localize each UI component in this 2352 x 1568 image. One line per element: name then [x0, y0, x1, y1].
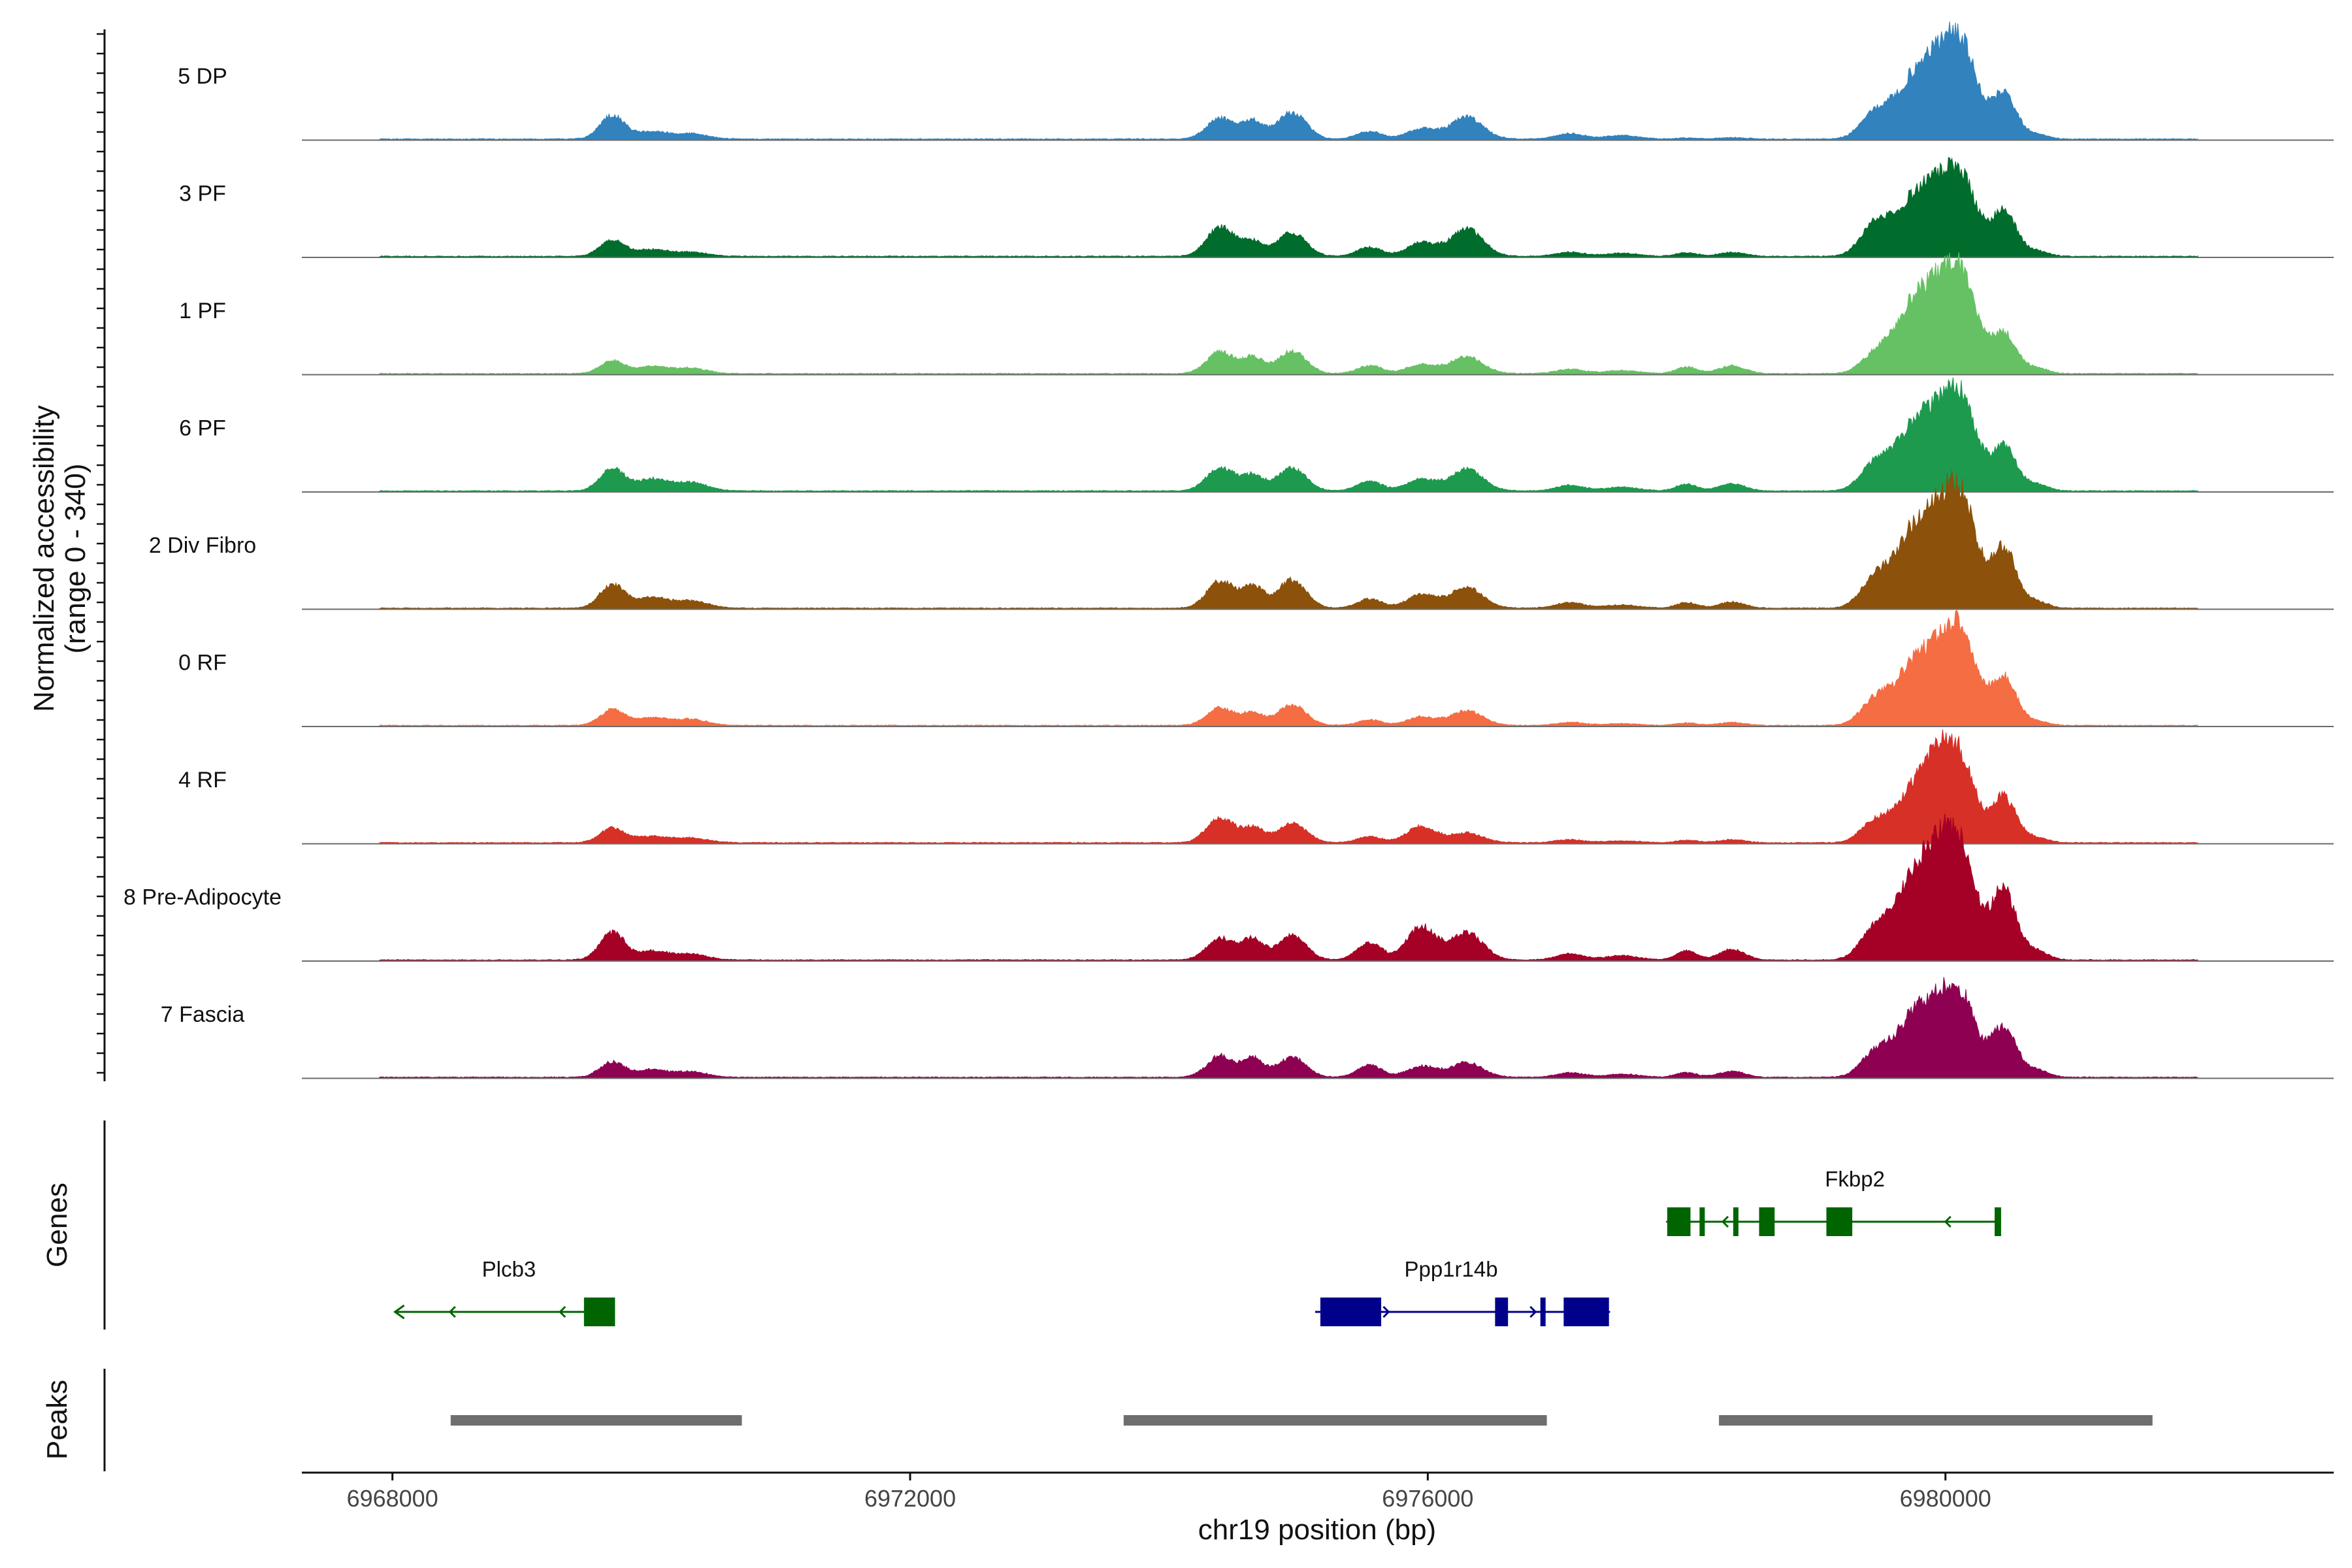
track-4-rf: 4 RF: [178, 729, 2334, 845]
track-label: 7 Fascia: [161, 1002, 245, 1027]
x-tick-label: 6972000: [864, 1485, 956, 1512]
track-5-dp: 5 DP: [178, 21, 2334, 141]
x-axis: 6968000 6972000 6976000 6980000 chr19 posit…: [302, 1471, 2334, 1546]
track-label: 3 PF: [179, 182, 226, 206]
coverage-area: [379, 813, 2198, 962]
coverage-area: [379, 729, 2198, 844]
exon: [1759, 1207, 1775, 1236]
exon: [1320, 1298, 1382, 1326]
track-label: 8 Pre-Adipocyte: [123, 885, 282, 910]
x-tick-label: 6980000: [1900, 1485, 1991, 1512]
exon: [1733, 1207, 1739, 1236]
gene-label: Ppp1r14b: [1404, 1257, 1497, 1281]
exon: [1995, 1207, 2001, 1236]
gene-fkbp2: Fkbp2: [1665, 1167, 2001, 1236]
exon: [1540, 1298, 1546, 1326]
peak-regions: [450, 1415, 2153, 1426]
track-1-pf: 1 PF: [179, 252, 2334, 376]
x-tick-label: 6976000: [1382, 1485, 1473, 1512]
strand-arrow: [1944, 1215, 1952, 1228]
track-label: 0 RF: [178, 651, 227, 676]
coverage-area: [379, 157, 2198, 258]
track-label: 1 PF: [179, 299, 226, 323]
accessibility-axis-ticks: [97, 33, 105, 1074]
x-axis-title: chr19 position (bp): [1198, 1514, 1436, 1546]
coverage-area: [379, 252, 2198, 375]
track-label: 5 DP: [178, 64, 227, 89]
track-0-rf: 0 RF: [178, 610, 2334, 727]
track-label: 4 RF: [178, 768, 227, 792]
track-label: 2 Div Fibro: [149, 533, 256, 558]
coverage-area: [379, 470, 2198, 610]
strand-arrow: [448, 1305, 456, 1318]
track-2-div-fibro: 2 Div Fibro: [149, 470, 2334, 610]
gene-ppp1r14b: Ppp1r14b: [1315, 1257, 1611, 1326]
x-tick-label: 6968000: [347, 1485, 438, 1512]
gene-models: Plcb3 Ppp1r14b Fkbp2: [393, 1167, 2001, 1326]
peaks-panel: Peaks: [41, 1369, 2153, 1471]
gene-plcb3: Plcb3: [393, 1257, 615, 1326]
peak-region: [1123, 1415, 1547, 1426]
gene-label: Plcb3: [482, 1257, 536, 1281]
genes-panel-title: Genes: [41, 1183, 73, 1267]
strand-arrow: [1382, 1305, 1390, 1318]
coverage-area: [379, 377, 2198, 493]
exon: [583, 1298, 615, 1326]
y-axis-range: (range 0 - 340): [59, 463, 91, 653]
x-axis-ticks: 6968000 6972000 6976000 6980000: [347, 1473, 1991, 1512]
track-7-fascia: 7 Fascia: [161, 977, 2334, 1079]
coverage-area: [379, 21, 2198, 140]
coverage-area: [379, 977, 2198, 1079]
track-8-pre-adipocyte: 8 Pre-Adipocyte: [123, 813, 2334, 962]
exon: [1826, 1207, 1853, 1236]
y-axis-title: Normalized accessibility: [28, 405, 60, 711]
genes-panel: Genes Plcb3 Ppp1r14b Fkbp2: [41, 1120, 2001, 1330]
accessibility-axis: [97, 29, 106, 1081]
strand-arrow: [1529, 1305, 1537, 1318]
peak-region: [1719, 1415, 2153, 1426]
exon: [1495, 1298, 1509, 1326]
track-label: 6 PF: [179, 416, 226, 441]
peaks-panel-title: Peaks: [41, 1380, 73, 1460]
track-3-pf: 3 PF: [179, 157, 2334, 258]
coverage-tracks: 5 DP 3 PF 1 PF 6 PF 2 Div Fibro 0 RF 4 RF 8 Pre…: [123, 21, 2334, 1079]
exon: [1667, 1207, 1691, 1236]
track-6-pf: 6 PF: [179, 377, 2334, 493]
peak-region: [450, 1415, 742, 1426]
strand-arrow: [559, 1305, 566, 1318]
exon: [1563, 1298, 1609, 1326]
gene-end-arrow: [393, 1304, 405, 1320]
exon: [1699, 1207, 1705, 1236]
strand-arrow: [1721, 1215, 1729, 1228]
coverage-area: [379, 610, 2198, 727]
gene-label: Fkbp2: [1825, 1167, 1885, 1191]
